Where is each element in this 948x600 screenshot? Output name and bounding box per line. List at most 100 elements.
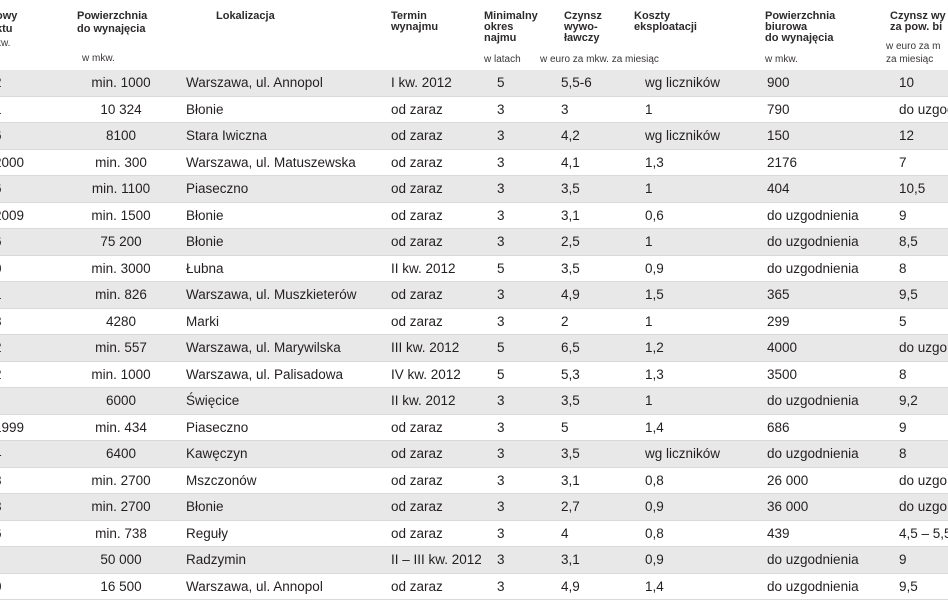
row-id-cell: 6	[0, 123, 50, 150]
location-cell: Warszawa, ul. Matuszewska	[186, 150, 386, 177]
costs-cell: 1,3	[645, 150, 755, 177]
costs-cell: 0,6	[645, 203, 755, 230]
term-cell: od zaraz	[391, 574, 481, 600]
office-rent-cell: 8	[899, 256, 948, 283]
location-cell: Święcice	[186, 388, 386, 415]
office-rent-cell: do uzgod	[899, 97, 948, 124]
header-office-rent-line-3: w euro za m	[886, 42, 940, 52]
min-period-cell: 3	[497, 494, 547, 521]
row-id-cell: 2009	[0, 203, 50, 230]
location-cell: Warszawa, ul. Palisadowa	[186, 362, 386, 389]
area-cell: 16 500	[66, 574, 176, 600]
rent-cell: 4,2	[561, 123, 631, 150]
office-rent-cell: 8	[899, 362, 948, 389]
term-cell: od zaraz	[391, 203, 481, 230]
header-office-area-unit: w mkw.	[765, 55, 798, 65]
area-cell: 6400	[66, 441, 176, 468]
rent-cell: 5,5-6	[561, 70, 631, 97]
office-rent-cell: do uzgo	[899, 494, 948, 521]
rent-cell: 3,5	[561, 176, 631, 203]
office-rent-cell: 7	[899, 150, 948, 177]
area-cell: min. 738	[66, 521, 176, 548]
header-area-line-2: do wynajęcia	[77, 24, 145, 35]
term-cell: od zaraz	[391, 123, 481, 150]
costs-cell: 0,9	[645, 256, 755, 283]
location-cell: Stara Iwiczna	[186, 123, 386, 150]
costs-cell: 1	[645, 229, 755, 256]
costs-cell: 1,2	[645, 335, 755, 362]
term-cell: II kw. 2012	[391, 388, 481, 415]
row-id-cell: 2	[0, 335, 50, 362]
location-cell: Błonie	[186, 494, 386, 521]
term-cell: od zaraz	[391, 150, 481, 177]
area-cell: min. 300	[66, 150, 176, 177]
row-id-cell: 8	[0, 309, 50, 336]
location-cell: Mszczonów	[186, 468, 386, 495]
office-rent-cell: 9	[899, 203, 948, 230]
costs-cell: 0,9	[645, 547, 755, 574]
row-id-cell: 4	[0, 441, 50, 468]
min-period-cell: 3	[497, 388, 547, 415]
row-id-cell: 1	[0, 97, 50, 124]
costs-cell: 1,3	[645, 362, 755, 389]
rent-cell: 3,5	[561, 441, 631, 468]
term-cell: IV kw. 2012	[391, 362, 481, 389]
office-area-cell: 686	[767, 415, 887, 442]
term-cell: od zaraz	[391, 521, 481, 548]
rent-cell: 4,1	[561, 150, 631, 177]
location-cell: Piaseczno	[186, 176, 386, 203]
costs-cell: 1	[645, 176, 755, 203]
area-cell: min. 826	[66, 282, 176, 309]
office-area-cell: 439	[767, 521, 887, 548]
area-cell: min. 3000	[66, 256, 176, 283]
area-cell: 10 324	[66, 97, 176, 124]
min-period-cell: 3	[497, 468, 547, 495]
office-area-cell: 150	[767, 123, 887, 150]
location-cell: Warszawa, ul. Annopol	[186, 70, 386, 97]
costs-cell: 1	[645, 309, 755, 336]
min-period-cell: 3	[497, 441, 547, 468]
row-id-cell: 1999	[0, 415, 50, 442]
min-period-cell: 3	[497, 547, 547, 574]
office-area-cell: 26 000	[767, 468, 887, 495]
office-area-cell: do uzgodnienia	[767, 441, 887, 468]
area-cell: 6000	[66, 388, 176, 415]
term-cell: III kw. 2012	[391, 335, 481, 362]
office-area-cell: 900	[767, 70, 887, 97]
location-cell: Błonie	[186, 203, 386, 230]
min-period-cell: 5	[497, 335, 547, 362]
row-id-cell: 6	[0, 521, 50, 548]
term-cell: od zaraz	[391, 229, 481, 256]
location-cell: Warszawa, ul. Muszkieterów	[186, 282, 386, 309]
rent-cell: 3	[561, 97, 631, 124]
row-id-cell: 6	[0, 176, 50, 203]
location-cell: Łubna	[186, 256, 386, 283]
office-area-cell: 299	[767, 309, 887, 336]
location-cell: Reguły	[186, 521, 386, 548]
header-min-period-line-3: najmu	[484, 33, 516, 44]
location-cell: Kawęczyn	[186, 441, 386, 468]
costs-cell: wg liczników	[645, 70, 755, 97]
office-area-cell: do uzgodnienia	[767, 574, 887, 600]
costs-cell: 0,8	[645, 521, 755, 548]
row-id-cell	[0, 388, 50, 415]
term-cell: od zaraz	[391, 176, 481, 203]
office-rent-cell: do uzgo	[899, 335, 948, 362]
rent-cell: 3,1	[561, 203, 631, 230]
office-rent-cell: 9,2	[899, 388, 948, 415]
min-period-cell: 3	[497, 229, 547, 256]
row-id-cell: 8	[0, 468, 50, 495]
header-area: Powierzchnia	[77, 11, 147, 22]
header-location: Lokalizacja	[216, 11, 275, 22]
rent-cell: 4,9	[561, 574, 631, 600]
